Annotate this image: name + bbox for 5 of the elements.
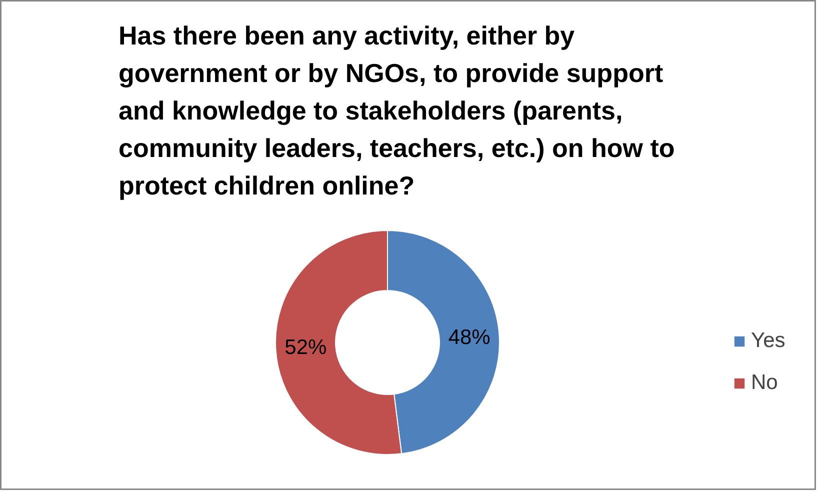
legend-label: No bbox=[751, 371, 778, 395]
legend-label: Yes bbox=[751, 329, 786, 353]
chart-title: Has there been any activity, either by government or by NGOs, to provide support and knowledge to stakeholders (parents, community leaders, teachers, etc.) on how to protect children online? bbox=[118, 20, 675, 200]
data-label: 52% bbox=[284, 336, 327, 360]
data-label: 48% bbox=[448, 326, 490, 349]
